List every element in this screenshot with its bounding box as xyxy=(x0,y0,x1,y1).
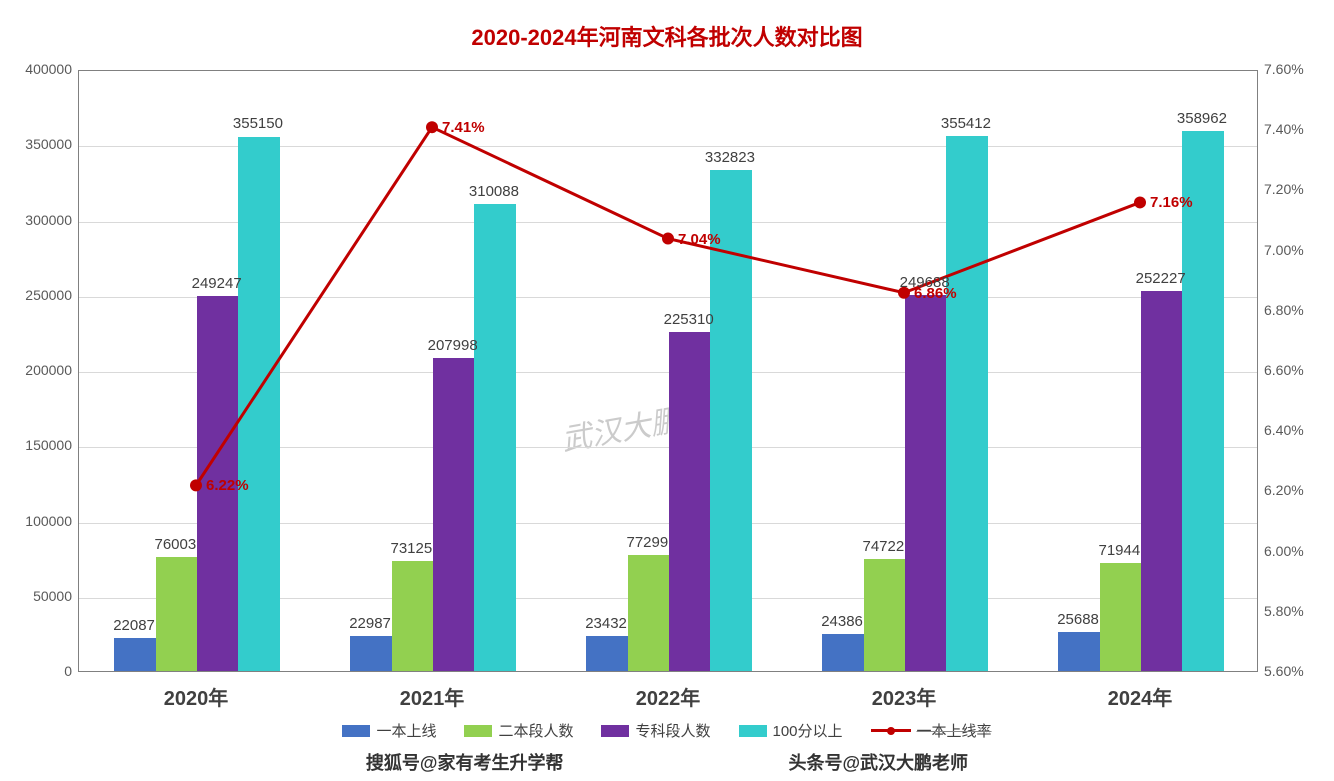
bar xyxy=(114,638,155,671)
bar xyxy=(905,295,946,671)
bar-label: 71944 xyxy=(1098,542,1140,559)
legend-line-icon xyxy=(871,724,911,738)
bar-label: 355412 xyxy=(941,115,991,132)
bar-label: 249247 xyxy=(192,275,242,292)
y-right-tick: 6.20% xyxy=(1264,482,1304,498)
x-axis-label: 2021年 xyxy=(400,682,465,711)
y-right-tick: 5.60% xyxy=(1264,663,1304,679)
y-right-tick: 6.80% xyxy=(1264,302,1304,318)
bar xyxy=(1100,563,1141,671)
line-value-label: 7.04% xyxy=(678,231,721,248)
legend-label: 一本上线 xyxy=(376,720,436,741)
y-right-tick: 6.60% xyxy=(1264,362,1304,378)
bar-label: 252227 xyxy=(1136,270,1186,287)
bar-label: 355150 xyxy=(233,115,283,132)
x-axis-label: 2023年 xyxy=(872,682,937,711)
legend-label: 二本段人数 xyxy=(498,720,573,741)
bar xyxy=(1141,291,1182,671)
bar-label: 73125 xyxy=(390,540,432,557)
y-right-tick: 7.20% xyxy=(1264,181,1304,197)
bar-label: 225310 xyxy=(664,311,714,328)
bar-label: 77299 xyxy=(626,534,668,551)
legend-label: 一本上线率 xyxy=(917,720,992,741)
line-value-label: 6.86% xyxy=(914,285,957,302)
legend-swatch xyxy=(601,725,629,737)
y-left-tick: 200000 xyxy=(12,362,72,378)
bar xyxy=(669,332,710,671)
bar xyxy=(392,561,433,671)
bar xyxy=(864,559,905,671)
attribution-right: 头条号@武汉大鹏老师 xyxy=(789,753,969,773)
y-left-tick: 400000 xyxy=(12,61,72,77)
bar xyxy=(586,636,627,671)
bar xyxy=(1058,632,1099,671)
line-value-label: 7.16% xyxy=(1150,194,1193,211)
y-right-tick: 7.00% xyxy=(1264,242,1304,258)
legend-swatch xyxy=(739,725,767,737)
bar-label: 22087 xyxy=(113,617,155,634)
legend-item: 二本段人数 xyxy=(464,720,573,741)
x-axis-label: 2022年 xyxy=(636,682,701,711)
bar-label: 74722 xyxy=(862,538,904,555)
bar xyxy=(474,204,515,671)
bar-label: 23432 xyxy=(585,615,627,632)
y-right-tick: 6.00% xyxy=(1264,543,1304,559)
bar xyxy=(238,137,279,672)
x-axis-label: 2020年 xyxy=(164,682,229,711)
chart-title: 2020-2024年河南文科各批次人数对比图 xyxy=(0,20,1334,52)
legend-label: 专科段人数 xyxy=(635,720,710,741)
bar xyxy=(350,636,391,671)
bar-label: 22987 xyxy=(349,615,391,632)
y-left-tick: 50000 xyxy=(12,588,72,604)
legend-label: 100分以上 xyxy=(773,720,843,741)
legend-item: 100分以上 xyxy=(739,720,843,741)
y-left-tick: 100000 xyxy=(12,513,72,529)
y-left-tick: 250000 xyxy=(12,287,72,303)
legend-swatch xyxy=(464,725,492,737)
attribution: 搜狐号@家有考生升学帮 头条号@武汉大鹏老师 xyxy=(0,749,1334,775)
y-left-tick: 150000 xyxy=(12,437,72,453)
bar-label: 332823 xyxy=(705,149,755,166)
y-right-tick: 6.40% xyxy=(1264,422,1304,438)
bar xyxy=(946,136,987,671)
line-value-label: 6.22% xyxy=(206,477,249,494)
bar-label: 76003 xyxy=(154,536,196,553)
bar-label: 25688 xyxy=(1057,611,1099,628)
legend: 一本上线 二本段人数 专科段人数 100分以上 一本上线率 xyxy=(0,720,1334,741)
y-left-tick: 350000 xyxy=(12,136,72,152)
bar-label: 310088 xyxy=(469,183,519,200)
legend-item: 一本上线率 xyxy=(871,720,992,741)
y-right-tick: 7.40% xyxy=(1264,121,1304,137)
bar-label: 24386 xyxy=(821,613,863,630)
legend-item: 一本上线 xyxy=(342,720,436,741)
y-left-tick: 0 xyxy=(12,663,72,679)
legend-item: 专科段人数 xyxy=(601,720,710,741)
y-left-tick: 300000 xyxy=(12,212,72,228)
x-axis-label: 2024年 xyxy=(1108,682,1173,711)
plot-area xyxy=(78,70,1258,672)
y-right-tick: 7.60% xyxy=(1264,61,1304,77)
bar xyxy=(628,555,669,671)
bar xyxy=(822,634,863,671)
bar xyxy=(433,358,474,671)
line-value-label: 7.41% xyxy=(442,119,485,136)
y-right-tick: 5.80% xyxy=(1264,603,1304,619)
bar-label: 358962 xyxy=(1177,110,1227,127)
bar-label: 207998 xyxy=(428,337,478,354)
attribution-left: 搜狐号@家有考生升学帮 xyxy=(366,753,564,773)
bar xyxy=(156,557,197,671)
bar xyxy=(1182,131,1223,671)
legend-swatch xyxy=(342,725,370,737)
chart-container: 2020-2024年河南文科各批次人数对比图 武汉大鹏老师 一本上线二本段人数专… xyxy=(0,0,1334,781)
